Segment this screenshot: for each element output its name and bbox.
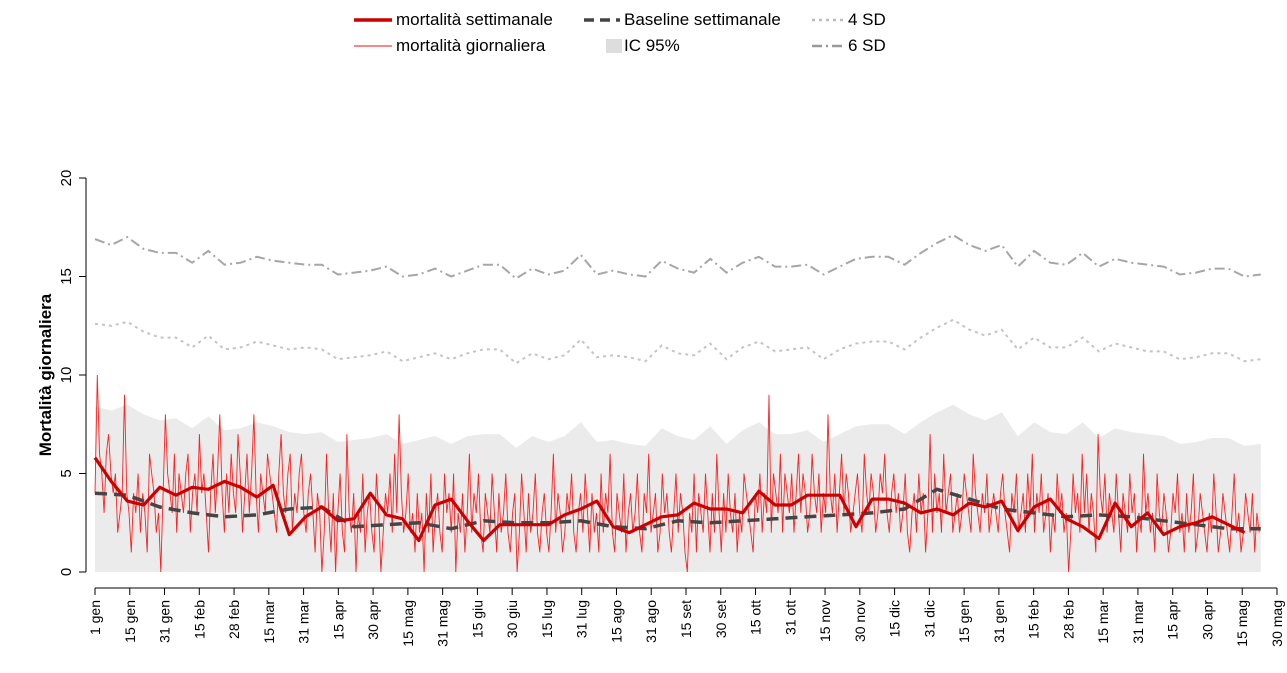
- x-tick-label: 15 dic: [887, 600, 903, 637]
- x-tick-label: 31 dic: [921, 600, 937, 637]
- series-daily-mortality-line: [94, 374, 1260, 573]
- legend-label: 6 SD: [848, 36, 886, 55]
- x-tick-label: 31 mag: [435, 600, 451, 647]
- x-tick-label: 15 ott: [748, 600, 764, 635]
- x-tick-label: 31 gen: [991, 600, 1007, 643]
- x-tick-label: 30 apr: [365, 600, 381, 640]
- legend-label: 4 SD: [848, 10, 886, 29]
- lines-layer: [93, 233, 1261, 573]
- y-tick-label: 5: [58, 469, 75, 477]
- x-tick-label: 15 lug: [539, 600, 555, 638]
- legend-swatch-6sd: [812, 44, 844, 48]
- legend-item-6sd: 6 SD: [812, 36, 886, 56]
- y-tick-label: 10: [58, 367, 75, 384]
- x-tick-label: 31 gen: [157, 600, 173, 643]
- y-tick-label: 20: [58, 170, 75, 187]
- legend-item-weekly-baseline: Baseline settimanale: [584, 10, 781, 30]
- x-tick-label: 30 nov: [852, 600, 868, 642]
- x-tick-label: 15 mag: [400, 600, 416, 647]
- x-tick-label: 28 feb: [1060, 600, 1076, 639]
- ci-95-band: [95, 404, 1261, 572]
- x-tick-label: 15 set: [678, 600, 694, 638]
- legend-label: mortalità giornaliera: [396, 36, 546, 55]
- x-tick-label: 15 feb: [1026, 600, 1042, 639]
- x-tick-label: 15 gen: [122, 600, 138, 643]
- y-tick-label: 15: [58, 268, 75, 285]
- ci-band-layer: [95, 404, 1261, 572]
- legend-swatch-baseline: [584, 18, 620, 22]
- x-tick-label: 31 mar: [1130, 600, 1146, 644]
- x-tick-label: 31 lug: [574, 600, 590, 638]
- x-tick-label: 28 feb: [226, 600, 242, 639]
- x-tick-label: 15 nov: [817, 600, 833, 642]
- x-tick-label: 31 ott: [782, 600, 798, 635]
- x-tick-label: 30 giu: [504, 600, 520, 638]
- series-6sd-line: [94, 233, 1261, 280]
- legend-item-weekly-mortality: mortalità settimanale: [354, 10, 553, 30]
- series-4sd-line: [94, 318, 1261, 365]
- x-tick-label: 1 gen: [87, 600, 103, 635]
- legend-item-4sd: 4 SD: [812, 10, 886, 30]
- y-tick-label: 0: [58, 568, 75, 576]
- x-tick-label: 30 mag: [1269, 600, 1285, 647]
- legend-item-daily-mortality: mortalità giornaliera: [354, 36, 545, 56]
- legend-swatch-weekly: [354, 18, 392, 22]
- legend-label: IC 95%: [624, 36, 680, 55]
- y-axis-label: Mortalità giornaliera: [36, 293, 55, 456]
- legend-swatch-4sd: [812, 18, 844, 22]
- x-tick-label: 15 giu: [469, 600, 485, 638]
- x-tick-label: 15 mag: [1234, 600, 1250, 647]
- x-tick-label: 15 feb: [191, 600, 207, 639]
- x-tick-label: 15 ago: [609, 600, 625, 643]
- x-tick-label: 15 gen: [956, 600, 972, 643]
- axes-layer: Mortalità giornaliera 0 5 10 15 20 1 gen 15 ge…: [36, 170, 1285, 647]
- x-tick-label: 30 apr: [1200, 600, 1216, 640]
- legend-swatch-ci: [606, 39, 622, 53]
- x-tick-label: 15 apr: [330, 600, 346, 640]
- legend-item-ci95: IC 95%: [606, 36, 680, 56]
- legend-swatch-daily: [354, 45, 392, 47]
- series-weekly-mortality-line: [93, 456, 1246, 543]
- legend-label: Baseline settimanale: [624, 10, 781, 29]
- x-tick-label: 31 ago: [643, 600, 659, 643]
- x-tick-label: 15 apr: [1165, 600, 1181, 640]
- x-tick-label: 15 mar: [1095, 600, 1111, 644]
- x-tick-label: 31 mar: [296, 600, 312, 644]
- legend-label: mortalità settimanale: [396, 10, 553, 29]
- x-tick-label: 15 mar: [261, 600, 277, 644]
- x-tick-label: 30 set: [713, 600, 729, 638]
